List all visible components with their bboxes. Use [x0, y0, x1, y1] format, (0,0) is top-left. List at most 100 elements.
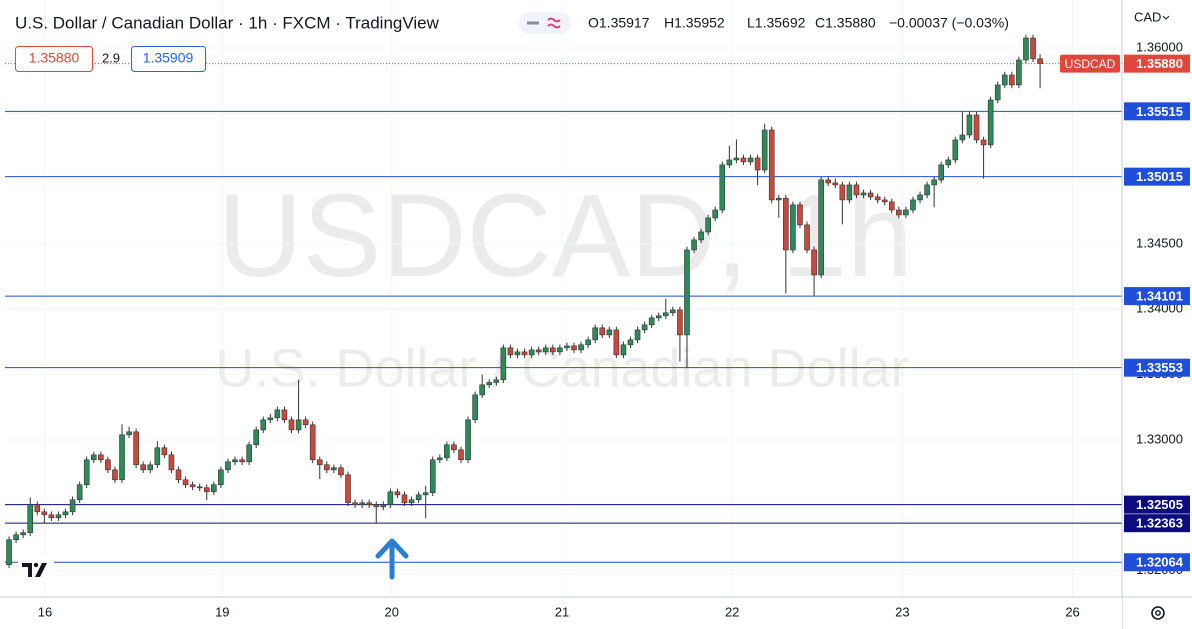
level-label: 1.35015: [1136, 169, 1183, 184]
ohlc-high: H1.35952: [664, 15, 725, 31]
candle-body: [952, 139, 959, 161]
candle-body: [973, 114, 980, 141]
candle-body: [394, 491, 401, 496]
candle-body: [790, 204, 796, 251]
candle-body: [648, 317, 655, 326]
candle-body: [295, 419, 302, 431]
candle-body: [444, 444, 450, 459]
candle-body: [874, 196, 881, 201]
candle-body: [373, 504, 380, 508]
candle-body: [917, 194, 923, 201]
candle-body: [352, 502, 358, 506]
candle-body: [472, 394, 478, 421]
candle-body: [218, 469, 224, 486]
candle-body: [69, 499, 76, 513]
candle-body: [493, 379, 500, 383]
ohlc-low: L1.35692: [747, 15, 806, 31]
candle-body: [140, 464, 147, 471]
candle-body: [27, 504, 34, 534]
candle-body: [359, 502, 365, 506]
time-axis: [0, 597, 1122, 629]
candle-body: [20, 532, 26, 536]
candle-body: [507, 347, 514, 356]
candle-body: [966, 114, 973, 136]
candle-body: [655, 315, 662, 319]
spread: 2.9: [102, 50, 120, 65]
candle-body: [437, 457, 443, 461]
candle-body: [62, 511, 69, 516]
candle-body: [677, 309, 683, 336]
candle-body: [1009, 74, 1015, 86]
buy-price: 1.35909: [143, 50, 194, 66]
candle-body: [41, 511, 48, 516]
sell-price: 1.35880: [29, 50, 80, 66]
candle-body: [620, 344, 627, 356]
candle-body: [175, 469, 182, 481]
candle-body: [684, 249, 690, 336]
y-tick-label: 1.34500: [1136, 235, 1183, 250]
level-label-bg: [1124, 358, 1190, 377]
level-label-bg: [1124, 514, 1190, 533]
candle-body: [613, 329, 620, 356]
axes: 1.320001.325001.330001.335001.340001.345…: [38, 39, 1190, 619]
candle-body: [797, 204, 803, 226]
candle-body: [225, 461, 231, 471]
candle-body: [387, 491, 394, 506]
candle-body: [768, 129, 775, 201]
candle-body: [429, 459, 436, 494]
candle-body: [719, 164, 726, 211]
candle-body: [938, 164, 945, 181]
ohlc-change: −0.00037 (−0.03%): [889, 15, 1009, 31]
candle-body: [528, 349, 535, 356]
candle-body: [112, 469, 118, 481]
candle-body: [83, 459, 90, 486]
candle-body: [839, 184, 846, 201]
ohlc-open: O1.35917: [588, 15, 650, 31]
sell-button[interactable]: [15, 46, 93, 72]
currency[interactable]: CAD: [1134, 9, 1161, 24]
candle-body: [161, 447, 168, 456]
candle-body: [267, 417, 274, 421]
candle-body: [246, 444, 252, 463]
candle-body: [761, 129, 768, 171]
ohlc-close: C1.35880: [815, 15, 876, 31]
candle-body: [592, 327, 598, 341]
candle-body: [105, 459, 111, 471]
logo-bg: [18, 557, 54, 583]
candle-body: [90, 454, 97, 461]
level-label: 1.35515: [1136, 104, 1183, 119]
candle-body: [288, 419, 295, 431]
x-tick-label: 26: [1065, 604, 1079, 619]
candle-body: [521, 351, 528, 356]
buy-button[interactable]: [131, 46, 206, 72]
plot-area: [5, 0, 1122, 597]
currency-chevron: [1162, 15, 1170, 20]
logo-dot: [33, 562, 39, 568]
candle-body: [119, 434, 125, 481]
candle-body: [1001, 74, 1008, 86]
chart-title: U.S. Dollar / Canadian Dollar · 1h · FXC…: [15, 13, 440, 32]
candle-body: [931, 179, 937, 186]
settings-icon[interactable]: [1151, 606, 1165, 620]
candle-body: [514, 351, 521, 356]
indicator-toggle[interactable]: [519, 12, 571, 34]
x-tick-label: 23: [895, 604, 909, 619]
candle-body: [910, 199, 916, 211]
candle-body: [154, 447, 161, 466]
candle-body: [126, 431, 132, 436]
candle-body: [698, 231, 704, 241]
level-label: 1.32064: [1136, 555, 1184, 570]
candle-body: [253, 429, 259, 446]
settings-icon-center: [1155, 610, 1161, 616]
candle-body: [465, 419, 471, 461]
x-tick-label: 16: [38, 604, 52, 619]
candle-body: [924, 184, 930, 196]
candle-body: [13, 534, 19, 541]
candle-body: [867, 192, 874, 198]
candle-body: [189, 484, 196, 488]
candle-body: [380, 504, 387, 508]
candle-body: [550, 347, 556, 353]
level-label-bg: [1124, 287, 1190, 306]
